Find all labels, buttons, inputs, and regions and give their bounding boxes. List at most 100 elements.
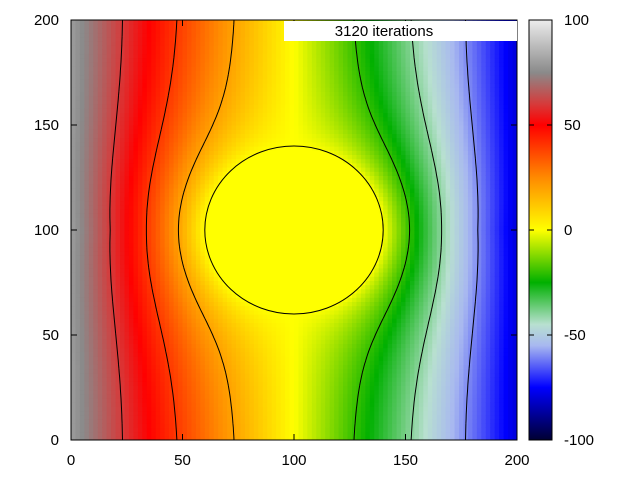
heatmap-cell [124,234,130,239]
heatmap-cell [106,133,112,139]
heatmap-cell [218,288,224,294]
heatmap-cell [88,284,94,290]
heatmap-cell [120,150,126,155]
heatmap-cell [227,104,233,109]
heatmap-cell [186,83,193,88]
heatmap-cell [169,171,175,176]
heatmap-cell [204,225,210,231]
heatmap-cell [289,53,295,59]
heatmap-cell [209,129,215,134]
heatmap-cell [169,162,175,168]
heatmap-cell [222,246,228,252]
heatmap-cell [271,20,277,25]
heatmap-cell [151,91,157,97]
heatmap-cell [258,200,264,206]
heatmap-cell [244,129,250,134]
heatmap-cell [218,335,224,340]
heatmap-cell [249,192,255,197]
heatmap-cell [75,246,81,252]
heatmap-cell [151,360,157,365]
heatmap-cell [249,41,255,46]
heatmap-cell [142,305,148,311]
heatmap-cell [249,398,255,403]
heatmap-cell [128,137,135,143]
heatmap-cell [258,385,264,391]
heatmap-cell [106,259,112,265]
heatmap-cell [271,125,277,130]
heatmap-cell [93,125,99,130]
heatmap-cell [244,318,250,323]
heatmap-cell [258,246,264,252]
heatmap-cell [209,284,215,290]
heatmap-cell [93,108,99,113]
heatmap-cell [240,175,246,181]
heatmap-cell [75,36,81,42]
heatmap-cell [289,146,295,151]
heatmap-cell [124,204,130,210]
heatmap-cell [209,398,215,403]
heatmap-cell [204,49,210,55]
heatmap-cell [200,393,206,399]
heatmap-cell [289,234,295,239]
heatmap-cell [178,129,184,134]
heatmap-cell [133,179,139,185]
heatmap-cell [280,410,286,416]
heatmap-cell [244,263,250,269]
heatmap-cell [204,200,210,206]
heatmap-cell [253,120,259,126]
heatmap-cell [137,196,143,202]
heatmap-cell [200,221,206,227]
heatmap-cell [276,402,282,407]
heatmap-cell [151,284,157,290]
heatmap-cell [102,419,108,424]
heatmap-cell [146,309,152,315]
heatmap-cell [289,188,295,193]
heatmap-cell [71,41,77,46]
heatmap-cell [195,125,201,130]
heatmap-cell [93,246,99,252]
heatmap-cell [102,133,108,139]
heatmap-cell [244,326,250,332]
heatmap-cell [93,385,99,391]
heatmap-cell [155,162,161,168]
heatmap-cell [124,314,130,319]
heatmap-cell [276,276,282,281]
heatmap-cell [285,70,291,76]
heatmap-cell [133,398,139,403]
heatmap-cell [249,288,255,294]
heatmap-cell [71,66,77,71]
heatmap-cell [249,230,255,235]
heatmap-cell [142,255,148,260]
heatmap-cell [164,398,170,403]
heatmap-cell [102,330,108,336]
heatmap-cell [164,259,170,265]
heatmap-cell [151,36,157,42]
heatmap-cell [204,154,210,160]
heatmap-cell [97,171,103,176]
heatmap-cell [151,314,157,319]
heatmap-cell [164,104,170,109]
heatmap-cell [93,414,99,420]
heatmap-cell [142,435,148,440]
heatmap-cell [258,435,264,440]
heatmap-cell [160,24,166,29]
heatmap-cell [218,167,224,172]
heatmap-cell [146,234,152,239]
heatmap-cell [227,141,233,147]
heatmap-cell [191,326,197,332]
heatmap-cell [191,91,197,97]
heatmap-cell [204,389,210,395]
heatmap-cell [88,339,94,344]
heatmap-cell [249,368,255,374]
heatmap-cell [262,162,268,168]
heatmap-cell [222,99,228,105]
heatmap-cell [88,251,94,256]
heatmap-cell [249,423,255,428]
heatmap-cell [231,217,237,223]
heatmap-cell [115,141,121,147]
heatmap-cell [289,318,295,323]
heatmap-cell [97,360,103,365]
heatmap-cell [169,293,175,298]
heatmap-cell [222,158,228,164]
heatmap-cell [97,318,103,323]
